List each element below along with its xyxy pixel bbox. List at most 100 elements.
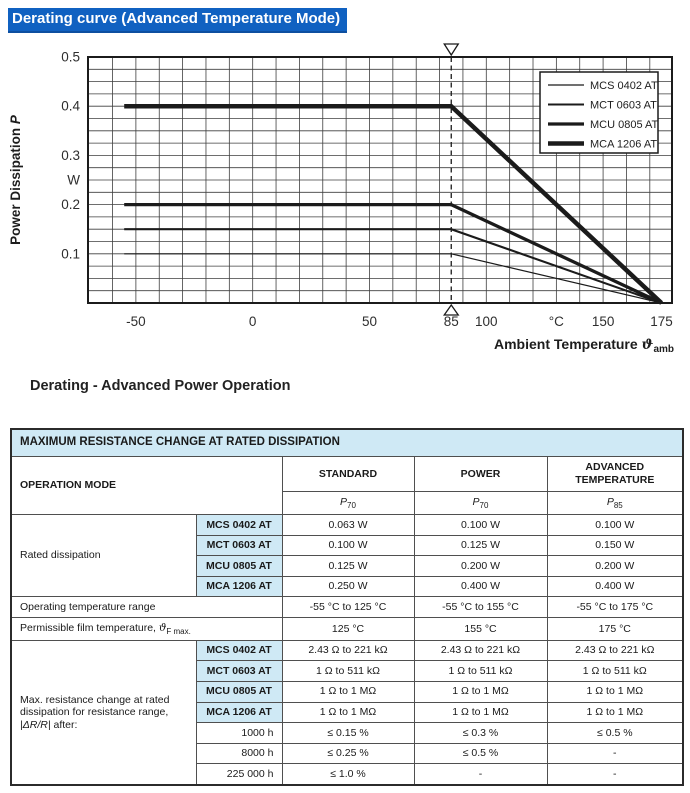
value-cell: 1 Ω to 511 kΩ bbox=[546, 660, 684, 682]
value-cell: ≤ 0.5 % bbox=[546, 722, 684, 744]
value-cell: 1 Ω to 1 MΩ bbox=[413, 701, 548, 724]
value-cell: -55 °C to 155 °C bbox=[413, 596, 548, 618]
x-tick-label: 175 bbox=[650, 314, 673, 329]
value-cell: - bbox=[413, 763, 548, 786]
value-cell: - bbox=[546, 743, 684, 765]
legend-label: MCS 0402 AT bbox=[590, 80, 658, 92]
y-tick-labels: 0.5 0.4 0.3 W 0.2 0.1 bbox=[61, 50, 80, 262]
series-line bbox=[124, 228, 662, 304]
value-cell: -55 °C to 175 °C bbox=[546, 596, 684, 618]
model-cell: MCA 1206 AT bbox=[195, 575, 283, 598]
legend-label: MCT 0603 AT bbox=[590, 99, 657, 111]
series-line bbox=[124, 202, 663, 305]
plot-border bbox=[87, 56, 673, 304]
value-cell: - bbox=[546, 763, 684, 786]
value-cell: 1 Ω to 1 MΩ bbox=[281, 680, 415, 703]
y-tick-label: 0.5 bbox=[61, 50, 80, 65]
value-cell: 0.200 W bbox=[546, 555, 684, 577]
x-tick-label: 0 bbox=[249, 314, 257, 329]
col-header-standard: STANDARD bbox=[281, 455, 415, 493]
value-cell: ≤ 0.15 % bbox=[281, 722, 415, 744]
col-header-power: POWER bbox=[413, 455, 548, 493]
row-label-rated-dissipation: Rated dissipation bbox=[10, 514, 197, 598]
row-label-max-resistance-change: Max. resistance change at rated dissipat… bbox=[10, 639, 197, 786]
legend-label: MCU 0805 AT bbox=[590, 119, 659, 131]
derating-chart: MCS 0402 AT MCT 0603 AT MCU 0805 AT MCA 120… bbox=[8, 43, 674, 355]
hours-label: 1000 h bbox=[195, 722, 283, 744]
value-cell: 0.063 W bbox=[281, 514, 415, 536]
value-cell: 2.43 Ω to 221 kΩ bbox=[281, 639, 415, 662]
y-tick-label: 0.2 bbox=[61, 197, 80, 212]
value-cell: 2.43 Ω to 221 kΩ bbox=[546, 639, 684, 662]
table-row: Operating temperature range -55 °C to 12… bbox=[10, 596, 684, 618]
col-header-advanced: ADVANCED TEMPERATURE bbox=[546, 455, 684, 493]
hours-label: 225 000 h bbox=[195, 763, 283, 786]
y-tick-label: 0.3 bbox=[61, 148, 80, 163]
value-cell: ≤ 0.25 % bbox=[281, 743, 415, 765]
table-row: MCT 0603 AT 1 Ω to 511 kΩ 1 Ω to 511 kΩ … bbox=[11, 660, 684, 682]
value-cell: 0.125 W bbox=[413, 534, 548, 557]
x-tick-label: -50 bbox=[126, 314, 146, 329]
col-header-operation-mode: OPERATION MODE bbox=[10, 455, 283, 516]
row-label-operating-range: Operating temperature range bbox=[10, 596, 283, 618]
model-cell: MCS 0402 AT bbox=[195, 639, 283, 662]
value-cell: 1 Ω to 511 kΩ bbox=[281, 660, 415, 682]
legend-label: MCA 1206 AT bbox=[590, 138, 657, 150]
value-cell: 175 °C bbox=[546, 616, 684, 641]
table-row: MCU 0805 AT 1 Ω to 1 MΩ 1 Ω to 1 MΩ 1 Ω … bbox=[11, 680, 684, 703]
value-cell: 0.125 W bbox=[281, 555, 415, 577]
value-cell: ≤ 1.0 % bbox=[281, 763, 415, 786]
row-label-film-temperature: Permissible film temperature, ϑF max. bbox=[10, 616, 283, 641]
knee-marker-top bbox=[443, 43, 460, 57]
y-tick-label: W bbox=[67, 173, 80, 188]
table-row: 1000 h ≤ 0.15 % ≤ 0.3 % ≤ 0.5 % bbox=[11, 722, 684, 744]
table-row: Rated dissipation MCS 0402 AT 0.063 W 0.… bbox=[10, 514, 684, 598]
series-line bbox=[124, 103, 664, 305]
value-cell: 1 Ω to 1 MΩ bbox=[281, 701, 415, 724]
value-cell: 2.43 Ω to 221 kΩ bbox=[413, 639, 548, 662]
knee-marker-bottom bbox=[442, 303, 460, 316]
x-tick-label: 100 bbox=[475, 314, 498, 329]
value-cell: 125 °C bbox=[281, 616, 415, 641]
y-axis-title: Power Dissipation P bbox=[8, 114, 23, 245]
table-row: Max. resistance change at rated dissipat… bbox=[10, 639, 684, 786]
x-tick-label: 150 bbox=[592, 314, 615, 329]
value-cell: 0.100 W bbox=[546, 514, 684, 536]
page-title: Derating curve (Advanced Temperature Mod… bbox=[8, 8, 348, 33]
value-cell: 0.250 W bbox=[281, 575, 415, 598]
table-row: 225 000 h ≤ 1.0 % - - bbox=[11, 763, 684, 786]
chart-caption: Derating - Advanced Power Operation bbox=[30, 378, 291, 394]
table-row: Permissible film temperature, ϑF max. 12… bbox=[10, 616, 684, 641]
value-cell: 1 Ω to 1 MΩ bbox=[546, 701, 684, 724]
value-cell: 1 Ω to 511 kΩ bbox=[413, 660, 548, 682]
p-label-advanced: P85 bbox=[546, 491, 684, 516]
model-cell: MCU 0805 AT bbox=[195, 680, 283, 703]
value-cell: ≤ 0.3 % bbox=[413, 722, 548, 744]
value-cell: 0.100 W bbox=[281, 534, 415, 557]
value-cell: 0.150 W bbox=[546, 534, 684, 557]
x-tick-label: 50 bbox=[362, 314, 377, 329]
x-axis-title: Ambient Temperature ϑamb bbox=[494, 336, 674, 355]
value-cell: -55 °C to 125 °C bbox=[281, 596, 415, 618]
table-row: MCA 1206 AT 0.250 W 0.400 W 0.400 W bbox=[11, 575, 684, 598]
value-cell: 0.400 W bbox=[413, 575, 548, 598]
hours-label: 8000 h bbox=[195, 743, 283, 765]
p-label-power: P70 bbox=[413, 491, 548, 516]
value-cell: 1 Ω to 1 MΩ bbox=[413, 680, 548, 703]
table-row: 8000 h ≤ 0.25 % ≤ 0.5 % - bbox=[11, 743, 684, 765]
x-tick-label: °C bbox=[549, 314, 564, 329]
value-cell: 1 Ω to 1 MΩ bbox=[546, 680, 684, 703]
table-row: MCU 0805 AT 0.125 W 0.200 W 0.200 W bbox=[11, 555, 684, 577]
table-row: MCA 1206 AT 1 Ω to 1 MΩ 1 Ω to 1 MΩ 1 Ω … bbox=[11, 701, 684, 724]
p-label-standard: P70 bbox=[281, 491, 415, 516]
value-cell: 0.100 W bbox=[413, 514, 548, 536]
value-cell: 0.400 W bbox=[546, 575, 684, 598]
model-cell: MCA 1206 AT bbox=[195, 701, 283, 724]
series-line bbox=[124, 253, 662, 304]
y-tick-label: 0.1 bbox=[61, 246, 80, 261]
x-tick-labels: -50 0 50 85 100 °C 150 175 bbox=[126, 314, 673, 329]
table-title: MAXIMUM RESISTANCE CHANGE AT RATED DISSI… bbox=[10, 428, 684, 457]
model-cell: MCU 0805 AT bbox=[195, 555, 283, 577]
value-cell: ≤ 0.5 % bbox=[413, 743, 548, 765]
